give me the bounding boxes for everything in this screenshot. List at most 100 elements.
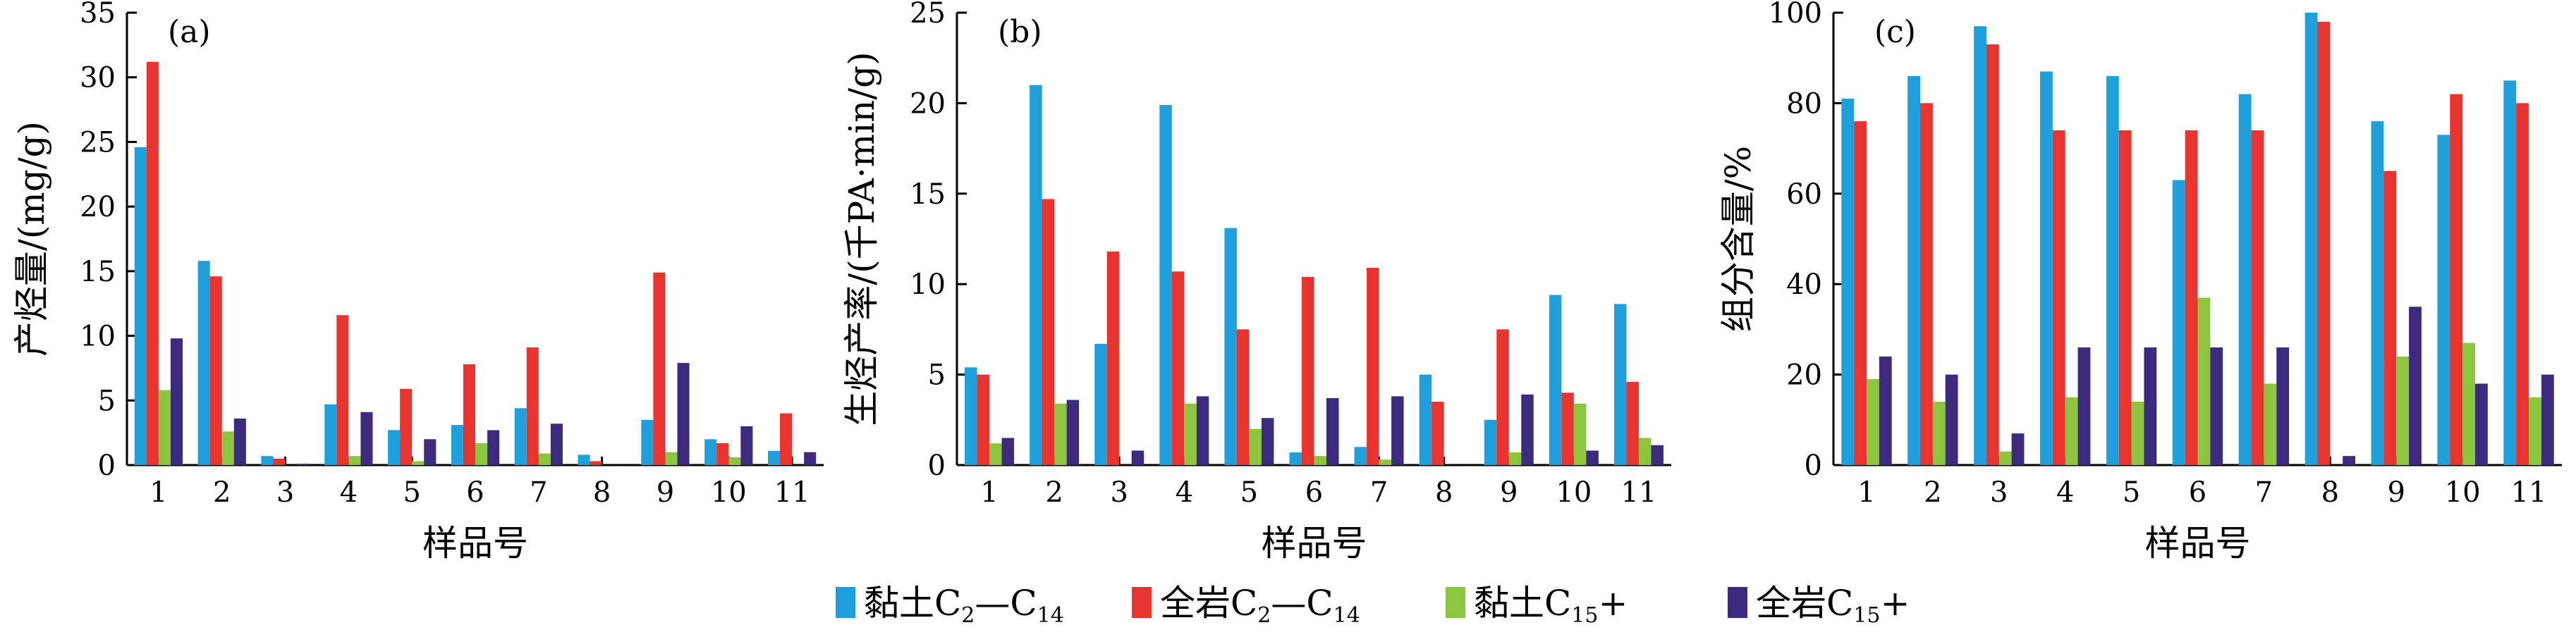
legend-label-4: 全岩C15+ — [1756, 583, 1910, 628]
bar-s1-c10 — [1549, 295, 1562, 465]
y-tick-label: 35 — [80, 0, 116, 30]
x-tick-label: 8 — [1435, 476, 1453, 509]
bar-s3-c7 — [2264, 383, 2277, 465]
bar-s1-c4 — [2039, 71, 2053, 465]
bar-s3-c9 — [1508, 452, 1522, 465]
bar-s1-c3 — [261, 456, 274, 465]
x-tick-label: 3 — [1111, 476, 1128, 509]
bar-s2-c5 — [1236, 329, 1250, 465]
bar-s2-c2 — [209, 276, 222, 465]
bar-s4-c6 — [1326, 397, 1339, 465]
bar-s1-c5 — [1224, 228, 1237, 465]
y-axis-title: 生烃产率/(千PA·min/g) — [841, 51, 882, 426]
bar-s2-c8 — [1432, 402, 1444, 465]
bar-s4-c7 — [2276, 347, 2290, 465]
bar-s2-c8 — [2317, 21, 2331, 465]
bar-s1-c6 — [1289, 452, 1302, 465]
x-tick-label: 4 — [340, 476, 358, 509]
bar-s3-c5 — [1249, 428, 1262, 465]
panel-label: (c) — [1874, 14, 1916, 50]
bar-s4-c11 — [2541, 374, 2554, 465]
bar-s2-c7 — [2251, 130, 2264, 466]
bar-s4-c6 — [487, 430, 500, 465]
x-tick-label: 1 — [1857, 476, 1875, 509]
x-tick-label: 8 — [593, 476, 611, 509]
bar-s2-c10 — [2450, 94, 2463, 465]
y-tick-label: 100 — [1769, 0, 1822, 30]
bar-s2-c3 — [1106, 251, 1120, 465]
bar-s1-c1 — [134, 147, 147, 465]
bar-s3-c5 — [412, 461, 425, 465]
bar-s1-c7 — [1354, 447, 1367, 465]
bar-s1-c4 — [1159, 104, 1172, 465]
bar-s3-c11 — [2529, 397, 2541, 465]
bar-s2-c9 — [1496, 329, 1509, 465]
legend-swatch-4 — [1728, 587, 1747, 618]
bar-s3-c6 — [2197, 297, 2211, 465]
bar-s1-c9 — [1484, 419, 1497, 465]
bar-s4-c5 — [1261, 418, 1274, 465]
bar-s2-c8 — [590, 461, 602, 465]
bar-s2-c6 — [1302, 276, 1314, 465]
y-tick-label: 15 — [80, 256, 116, 288]
bar-s2-c4 — [2052, 130, 2065, 466]
x-tick-label: 8 — [2321, 476, 2339, 509]
y-tick-label: 10 — [80, 321, 116, 353]
bar-s2-c4 — [336, 315, 349, 465]
bar-s3-c4 — [2065, 397, 2078, 465]
bar-s4-c5 — [424, 439, 437, 465]
bar-s4-c9 — [677, 363, 690, 465]
x-tick-label: 2 — [1924, 476, 1941, 509]
bar-s1-c2 — [197, 261, 210, 465]
panel-label: (b) — [998, 14, 1042, 50]
bar-s3-c4 — [348, 456, 361, 465]
bar-s1-c11 — [1613, 304, 1627, 465]
x-tick-label: 9 — [1500, 476, 1518, 509]
y-tick-label: 25 — [910, 0, 946, 30]
x-tick-label: 9 — [657, 476, 674, 509]
bar-s4-c11 — [1651, 445, 1664, 465]
bar-s1-c8 — [1419, 374, 1432, 465]
bar-s3-c9 — [665, 452, 678, 465]
legend-swatch-2 — [1132, 587, 1152, 618]
y-tick-label: 60 — [1786, 178, 1822, 211]
bar-s2-c2 — [1042, 199, 1055, 465]
bar-s4-c7 — [1391, 396, 1404, 465]
x-tick-label: 11 — [774, 476, 810, 509]
bar-s1-c6 — [2172, 180, 2185, 466]
bar-s2-c11 — [780, 413, 793, 465]
bar-s4-c4 — [2077, 347, 2091, 465]
y-axis-title: 组分含量/% — [1718, 146, 1759, 332]
y-tick-label: 30 — [80, 62, 116, 94]
x-tick-label: 1 — [980, 476, 998, 509]
bar-s2-c1 — [977, 374, 990, 465]
bar-s1-c1 — [1841, 98, 1855, 466]
bar-s1-c11 — [767, 450, 781, 465]
x-tick-label: 10 — [1556, 476, 1592, 509]
bar-s1-c7 — [2238, 94, 2252, 465]
bar-s3-c2 — [1054, 403, 1067, 465]
bar-s4-c10 — [2474, 383, 2488, 465]
x-tick-label: 7 — [530, 476, 547, 509]
x-tick-label: 5 — [2123, 476, 2140, 509]
bar-s1-c4 — [324, 404, 337, 465]
bar-s2-c10 — [716, 443, 729, 465]
bar-s1-c7 — [514, 408, 527, 465]
bar-s3-c1 — [989, 443, 1002, 465]
x-tick-label: 1 — [149, 476, 167, 509]
bar-s3-c6 — [1314, 456, 1326, 465]
y-axis-title: 产烃量/(mg/g) — [11, 121, 52, 357]
x-tick-label: 7 — [2255, 476, 2273, 509]
x-axis-title: 样品号 — [422, 523, 528, 564]
bar-s3-c10 — [1573, 403, 1587, 465]
bar-s2-c3 — [1986, 44, 1999, 465]
bar-s1-c9 — [641, 419, 654, 465]
bar-s2-c11 — [2516, 103, 2529, 465]
bar-s2-c5 — [400, 388, 413, 465]
y-tick-label: 5 — [98, 385, 116, 417]
y-tick-label: 5 — [928, 359, 946, 392]
bar-s1-c5 — [2106, 75, 2119, 465]
bar-s2-c9 — [653, 272, 666, 465]
bar-s1-c10 — [2437, 135, 2450, 465]
